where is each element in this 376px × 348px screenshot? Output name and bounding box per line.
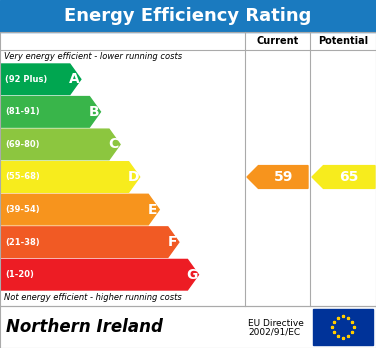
- Text: B: B: [89, 105, 99, 119]
- Text: 2002/91/EC: 2002/91/EC: [248, 327, 300, 337]
- Text: (81-91): (81-91): [5, 107, 39, 116]
- Text: D: D: [127, 170, 139, 184]
- Text: C: C: [108, 137, 119, 151]
- Text: 65: 65: [340, 170, 359, 184]
- Polygon shape: [0, 194, 159, 225]
- Polygon shape: [0, 129, 120, 160]
- Text: E: E: [148, 203, 158, 216]
- Text: (1-20): (1-20): [5, 270, 34, 279]
- Text: (21-38): (21-38): [5, 238, 39, 247]
- Text: EU Directive: EU Directive: [248, 318, 304, 327]
- Text: (69-80): (69-80): [5, 140, 39, 149]
- Polygon shape: [312, 166, 375, 188]
- Bar: [0, 0, 376, 32]
- Text: A: A: [69, 72, 80, 86]
- Polygon shape: [0, 97, 100, 127]
- Text: Energy Efficiency Rating: Energy Efficiency Rating: [64, 7, 312, 25]
- Bar: [313, 309, 373, 345]
- Text: Very energy efficient - lower running costs: Very energy efficient - lower running co…: [4, 52, 182, 61]
- Text: Not energy efficient - higher running costs: Not energy efficient - higher running co…: [4, 293, 182, 302]
- Polygon shape: [0, 227, 179, 258]
- Polygon shape: [0, 64, 81, 95]
- Polygon shape: [247, 166, 308, 188]
- Text: (55-68): (55-68): [5, 173, 40, 182]
- Text: F: F: [168, 235, 177, 249]
- Text: (92 Plus): (92 Plus): [5, 75, 47, 84]
- Polygon shape: [0, 259, 199, 290]
- Text: (39-54): (39-54): [5, 205, 39, 214]
- Text: Current: Current: [256, 36, 299, 46]
- Polygon shape: [0, 162, 139, 192]
- Text: G: G: [186, 268, 198, 282]
- Bar: [0, 32, 376, 306]
- Text: 59: 59: [273, 170, 293, 184]
- Text: Potential: Potential: [318, 36, 368, 46]
- Text: Northern Ireland: Northern Ireland: [6, 318, 163, 336]
